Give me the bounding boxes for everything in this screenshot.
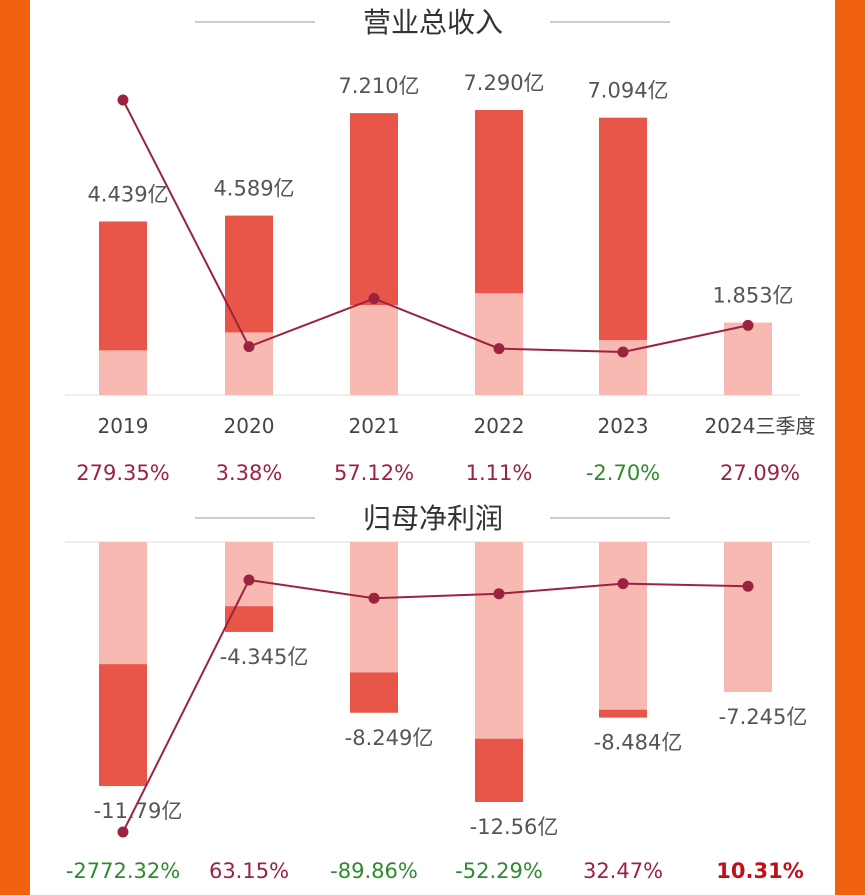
profit-value-labels: -11.79亿 -4.345亿 -8.249亿 -12.56亿 -8.484亿 -7.24… (94, 645, 808, 839)
revenue-value-label-4: 7.290亿 (463, 71, 544, 95)
profit-growth-points (117, 574, 754, 838)
profit-value-label-6: -7.245亿 (719, 705, 808, 729)
profit-bar-light-3 (350, 542, 398, 673)
revenue-growth-point-3 (368, 293, 380, 305)
profit-growth-label-6: 10.31% (716, 859, 803, 883)
profit-bar-light-6 (724, 542, 772, 692)
revenue-bar-dark-5 (599, 117, 647, 341)
revenue-category-label-3: 2021 (349, 414, 400, 438)
revenue-growth-point-6 (742, 319, 754, 331)
profit-bar-light-4 (475, 542, 523, 739)
financial-charts: 营业总收入 4.439亿 4.589亿 7.210亿 7.290亿 7.094亿 1.85… (65, 6, 816, 883)
revenue-value-label-5: 7.094亿 (587, 79, 668, 103)
profit-growth-point-5 (617, 578, 629, 590)
profit-growth-label-4: -52.29% (455, 859, 543, 883)
revenue-growth-label-5: -2.70% (586, 461, 660, 485)
revenue-value-label-6: 1.853亿 (712, 284, 793, 308)
profit-bar-dark-5 (599, 709, 647, 718)
revenue-category-label-2: 2020 (224, 414, 275, 438)
profit-growth-point-2 (243, 574, 255, 586)
profit-value-label-1: -11.79亿 (94, 799, 183, 823)
profit-bar-dark-4 (475, 738, 523, 802)
revenue-growth-point-2 (243, 341, 255, 353)
revenue-bar-light-6 (724, 322, 772, 395)
profit-value-label-4: -12.56亿 (470, 815, 559, 839)
revenue-value-labels: 4.439亿 4.589亿 7.210亿 7.290亿 7.094亿 1.853亿 (87, 71, 793, 308)
profit-chart-title: 归母净利润 (363, 502, 503, 535)
profit-growth-point-4 (493, 588, 505, 600)
revenue-chart-title: 营业总收入 (363, 6, 503, 39)
revenue-bar-dark-4 (475, 110, 523, 294)
revenue-bar-dark-1 (99, 221, 147, 351)
revenue-growth-line (122, 99, 749, 354)
revenue-growth-point-1 (117, 94, 129, 106)
profit-bar-light-5 (599, 542, 647, 710)
profit-value-label-3: -8.249亿 (345, 726, 434, 750)
profit-bar-dark-1 (99, 664, 147, 787)
revenue-growth-label-1: 279.35% (76, 461, 169, 485)
revenue-category-labels: 2019 2020 2021 2022 2023 2024三季度 (98, 414, 816, 438)
profit-growth-label-5: 32.47% (583, 859, 663, 883)
profit-growth-label-2: 63.15% (209, 859, 289, 883)
profit-value-label-5: -8.484亿 (594, 731, 683, 755)
revenue-category-label-5: 2023 (598, 414, 649, 438)
revenue-bars (99, 110, 772, 395)
revenue-bar-light-1 (99, 350, 147, 395)
revenue-growth-label-6: 27.09% (720, 461, 800, 485)
revenue-growth-labels: 279.35% 3.38% 57.12% 1.11% -2.70% 27.09% (76, 461, 800, 485)
profit-bar-dark-2 (225, 606, 273, 632)
revenue-bar-light-3 (350, 305, 398, 395)
profit-growth-label-3: -89.86% (330, 859, 418, 883)
chart-card: 营业总收入 4.439亿 4.589亿 7.210亿 7.290亿 7.094亿 1.85… (30, 0, 835, 895)
revenue-category-label-4: 2022 (474, 414, 525, 438)
revenue-growth-points (117, 94, 754, 358)
revenue-growth-point-4 (493, 343, 505, 355)
revenue-bar-dark-3 (350, 113, 398, 306)
profit-bar-light-1 (99, 542, 147, 665)
profit-bar-light-2 (225, 542, 273, 607)
revenue-category-label-6: 2024三季度 (705, 414, 816, 438)
profit-value-label-2: -4.345亿 (220, 645, 309, 669)
profit-growth-label-1: -2772.32% (66, 859, 180, 883)
profit-bars (99, 542, 772, 802)
revenue-value-label-1: 4.439亿 (87, 182, 168, 206)
profit-growth-line (122, 578, 749, 833)
profit-growth-point-1 (117, 826, 129, 838)
profit-growth-point-6 (742, 580, 754, 592)
revenue-category-label-1: 2019 (98, 414, 149, 438)
revenue-growth-label-2: 3.38% (216, 461, 283, 485)
profit-growth-labels: -2772.32% 63.15% -89.86% -52.29% 32.47% 10.31… (66, 859, 804, 883)
revenue-value-label-3: 7.210亿 (338, 74, 419, 98)
revenue-bar-dark-2 (225, 215, 273, 333)
profit-growth-point-3 (368, 592, 380, 604)
revenue-value-label-2: 4.589亿 (213, 177, 294, 201)
profit-bar-dark-3 (350, 672, 398, 713)
revenue-growth-label-4: 1.11% (466, 461, 533, 485)
revenue-growth-point-5 (617, 346, 629, 358)
revenue-growth-label-3: 57.12% (334, 461, 414, 485)
